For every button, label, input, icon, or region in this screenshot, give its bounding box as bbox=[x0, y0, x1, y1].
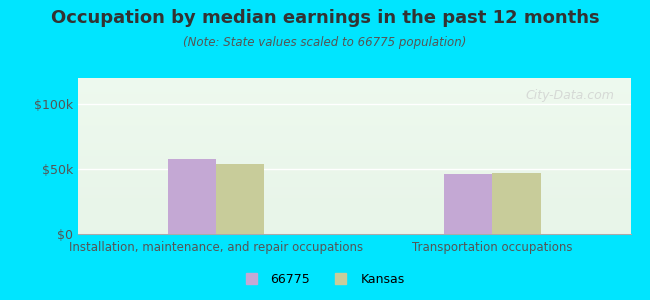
Text: City-Data.com: City-Data.com bbox=[525, 89, 614, 102]
Text: (Note: State values scaled to 66775 population): (Note: State values scaled to 66775 popu… bbox=[183, 36, 467, 49]
Bar bbox=[216, 164, 265, 234]
Bar bbox=[493, 173, 541, 234]
Bar bbox=[444, 174, 493, 234]
Bar bbox=[168, 159, 216, 234]
Legend: 66775, Kansas: 66775, Kansas bbox=[240, 268, 410, 291]
Text: Occupation by median earnings in the past 12 months: Occupation by median earnings in the pas… bbox=[51, 9, 599, 27]
